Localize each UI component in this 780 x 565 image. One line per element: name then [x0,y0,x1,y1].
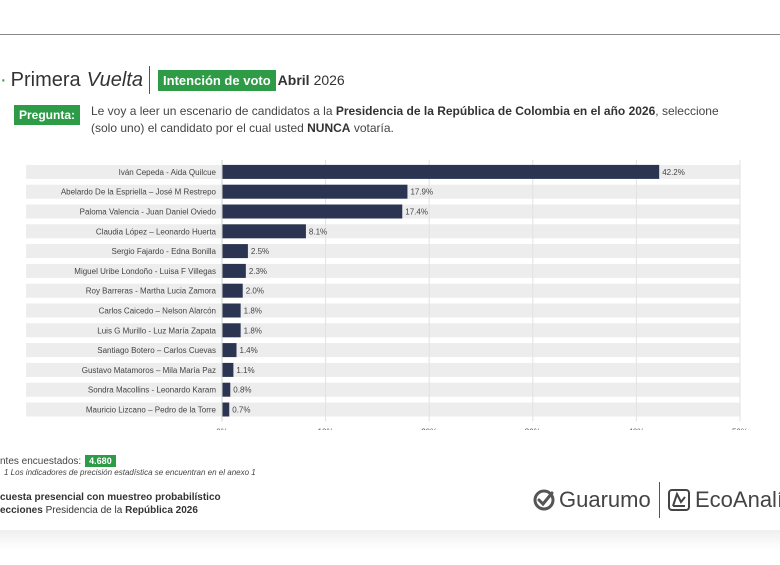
row-band [26,323,740,338]
bar [222,263,246,278]
logo-separator [659,482,660,518]
guarumo-logo: Guarumo [532,487,651,513]
question-part-2: , seleccione (solo uno) el candidato por… [91,104,719,135]
row-band [26,244,740,259]
title-separator [149,66,151,94]
respondents-label: ntes encuestados: [0,455,82,467]
x-tick-label: 30% [525,427,541,430]
bar-chart: 0% 10% 20% 30% 40% 50% Iván Cepeda - Aida Quil… [26,160,748,430]
top-rule [0,34,780,35]
bar [222,283,243,298]
title-bullet: · [0,69,7,91]
question-part-1: Presidencia de la República de Colombia … [335,104,656,118]
value-label: 2.5% [251,247,269,256]
value-label: 1.8% [244,307,262,316]
bar [222,343,237,358]
question-text: Le voy a leer un escenario de candidatos… [91,103,741,137]
value-label: 8.1% [309,227,327,236]
category-label: Sergio Fajardo - Edna Bonilla [111,247,216,256]
chart-box-icon [668,489,690,511]
value-label: 0.8% [233,386,251,395]
x-tick-label: 0% [216,427,228,430]
category-label: Abelardo De la Espriella – José M Restre… [61,188,217,197]
row-band [26,343,740,358]
bar [222,184,408,199]
category-label: Roy Barreras - Martha Lucia Zamora [86,287,217,296]
category-label: Gustavo Matamoros – Mila María Paz [82,366,216,375]
value-label: 0.7% [232,406,250,415]
row-band [26,263,740,278]
bar [222,323,241,338]
value-label: 1.1% [236,366,254,375]
ecoanalitica-logo: EcoAnalí [667,487,780,513]
methodology-note: cuesta presencial con muestreo probabilí… [0,491,221,517]
row-band [26,402,740,417]
category-label: Iván Cepeda - Aida Quilcue [119,168,217,177]
value-label: 1.4% [240,346,258,355]
question-part-3: NUNCA [307,121,351,135]
value-label: 1.8% [244,326,262,335]
ecoanalitica-text: EcoAnalí [695,487,780,512]
value-label: 42.2% [662,168,685,177]
bar [222,303,241,318]
question-part-4: votaría. [350,121,394,135]
row-band [26,224,740,239]
methodology-line2-rest: Presidencia de la [42,505,126,516]
value-label: 2.3% [249,267,267,276]
bar [222,382,231,397]
question-tag: Pregunta: [14,105,81,125]
bar [222,244,248,259]
title-main: Primera [10,68,81,91]
bar [222,224,306,239]
row-band [26,283,740,298]
respondents-badge: 4.680 [85,455,116,467]
x-tick-label: 10% [318,427,334,430]
x-tick-label: 20% [421,427,437,430]
row-band [26,303,740,318]
methodology-line1: cuesta presencial con muestreo probabilí… [0,492,221,503]
category-label: Paloma Valencia - Juan Daniel Oviedo [80,208,217,217]
bottom-shadow [0,530,780,550]
intention-tag: Intención de voto [158,69,276,91]
bar [222,204,403,219]
value-label: 17.9% [410,188,433,197]
x-tick-label: 40% [628,427,644,430]
value-label: 2.0% [246,287,264,296]
row-band [26,382,740,397]
header-year: 2026 [313,72,345,88]
bar [222,164,660,179]
bar [222,362,234,377]
guarumo-text: Guarumo [559,487,651,512]
methodology-line2-bold2: República 2026 [125,505,198,516]
precision-note: 1 Los indicadores de precisión estadísti… [4,468,256,477]
bar [222,402,230,417]
row-band [26,362,740,377]
category-label: Claudia López – Leonardo Huerta [96,227,217,236]
check-circle-icon [533,489,555,511]
category-label: Mauricio Lizcano – Pedro de la Torre [86,406,217,415]
category-label: Luis G Murillo - Luz María Zapata [97,326,216,335]
question-part-0: Le voy a leer un escenario de candidatos… [91,104,336,118]
category-label: Miguel Uribe Londoño - Luisa F Villegas [74,267,216,276]
methodology-line2-bold: ecciones [0,505,43,516]
x-tick-label: 50% [732,427,748,430]
respondents-line: ntes encuestados: 4.680 [0,455,116,467]
page-header: · Primera Vuelta Intención de voto Abril… [0,64,345,96]
category-label: Sondra Macollins - Leonardo Karam [88,386,216,395]
title-italic: Vuelta [86,68,144,91]
category-label: Santiago Botero – Carlos Cuevas [97,346,216,355]
value-label: 17.4% [405,208,428,217]
header-month: Abril [277,72,310,88]
category-label: Carlos Caicedo – Nelson Alarcón [99,307,216,316]
